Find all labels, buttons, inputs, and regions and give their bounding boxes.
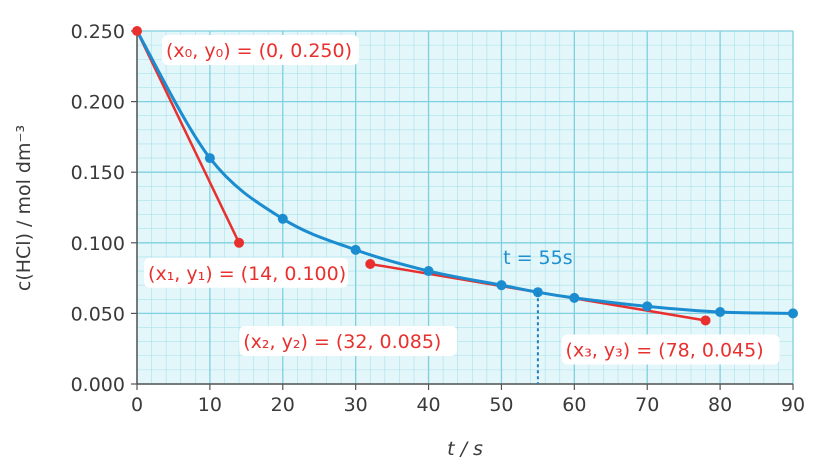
x-tick-label: 70 [635,394,659,416]
annotations: (x₀, y₀) = (0, 0.250) (x₁, y₁) = (14, 0.1… [144,35,780,365]
data-point [350,244,361,255]
x-tick-label: 50 [489,394,513,416]
x-ticks: 0 10 20 30 40 50 60 70 80 90 [131,384,805,416]
data-points [132,26,798,326]
y-tick-label: 0.100 [71,233,125,255]
x-axis-title: t / s [447,438,483,460]
x-tick-label: 60 [562,394,586,416]
plot-background [137,31,793,384]
x-tick-label: 80 [708,394,732,416]
data-point [277,213,288,224]
x-tick-label: 20 [271,394,295,416]
data-point [569,292,580,303]
annotation-box [239,325,458,356]
data-point [496,280,507,291]
data-point [642,301,653,312]
annotation-label: (x₁, y₁) = (14, 0.100) [148,263,346,285]
x-tick-label: 30 [344,394,368,416]
y-tick-label: 0.200 [71,92,125,114]
series-curve [135,30,794,315]
tangent-point [365,258,376,269]
tangent-line [135,30,241,244]
annotation-label: (x₀, y₀) = (0, 0.250) [166,40,352,62]
annotation-label: (x₃, y₃) = (78, 0.045) [566,339,764,361]
y-axis-title: c(HCl) / mol dm⁻³ [13,125,35,291]
annotation-box [162,35,359,65]
annotation-label: (x₂, y₂) = (32, 0.085) [243,331,441,353]
y-tick-label: 0.150 [71,162,125,184]
data-point [423,266,434,277]
x-tick-label: 10 [198,394,222,416]
tangent-point [234,237,245,248]
x-tick-label: 0 [131,394,143,416]
tangent-point [132,26,142,36]
y-tick-label: 0.250 [71,21,125,43]
y-tick-label: 0.000 [71,374,125,396]
x-tick-label: 40 [416,394,440,416]
t55-marker-label: t = 55s [503,247,573,269]
annotation-box [144,257,349,288]
y-ticks: 0.000 0.050 0.100 0.150 0.200 0.250 [71,21,137,396]
annotation-box [561,334,780,365]
data-point [788,308,798,319]
data-point [204,153,215,164]
y-tick-label: 0.050 [71,303,125,325]
data-point [715,306,726,317]
x-tick-label: 90 [781,394,805,416]
tangent-point [700,315,711,326]
